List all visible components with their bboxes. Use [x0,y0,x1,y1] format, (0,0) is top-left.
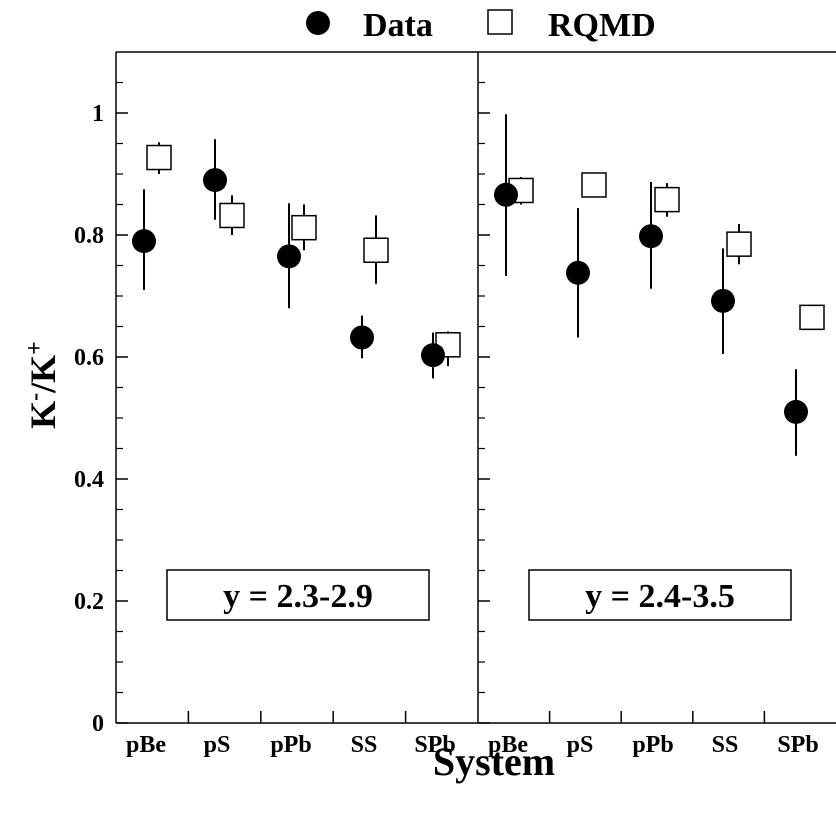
plot-axes: 0 0.2 0.4 0.6 0.8 1 [74,52,836,737]
x-tick-label: pBe [126,732,166,758]
data-point [350,325,374,349]
panel-right-label-box: y = 2.4-3.5 [529,570,791,620]
data-point [711,289,735,313]
rqmd-point [655,188,679,212]
rqmd-point [582,173,606,197]
x-tick-label: SS [712,732,739,758]
x-tick-label: SPb [777,732,818,758]
rqmd-point [147,146,171,170]
x-tick-label: pS [567,732,594,758]
y-axis-label: K-/K+ [22,341,63,429]
data-point [277,244,301,268]
data-point [132,229,156,253]
rqmd-point [220,203,244,227]
data-point [494,183,518,207]
legend-data-marker [306,11,330,35]
y-tick-label: 0.8 [74,223,104,249]
data-point [566,261,590,285]
rqmd-point [727,232,751,256]
rqmd-point [364,238,388,262]
y-tick-label: 0.6 [74,345,104,371]
legend: Data RQMD [306,7,656,44]
panel-left-label: y = 2.3-2.9 [223,578,373,615]
panel-right-label: y = 2.4-3.5 [585,578,735,615]
data-point [203,168,227,192]
data-point [421,343,445,367]
legend-rqmd-marker [488,10,512,34]
x-tick-label: pS [204,732,231,758]
data-point [639,224,663,248]
x-tick-label: pPb [270,732,311,758]
y-tick-label: 0.4 [74,467,104,493]
x-tick-label: pPb [632,732,673,758]
panel-right: pBe pS pPb SS SPb [488,114,824,758]
panel-left: pBe pS pPb SS SPb [126,139,460,758]
panel-left-label-box: y = 2.3-2.9 [167,570,429,620]
data-point [784,400,808,424]
rqmd-point [292,216,316,240]
rqmd-point [800,305,824,329]
y-tick-label: 0 [92,711,104,737]
x-axis-label: System [433,739,555,784]
legend-data-label: Data [363,7,433,44]
y-tick-label: 1 [92,101,104,127]
legend-rqmd-label: RQMD [548,7,656,44]
y-tick-label: 0.2 [74,589,104,615]
x-tick-label: SS [351,732,378,758]
